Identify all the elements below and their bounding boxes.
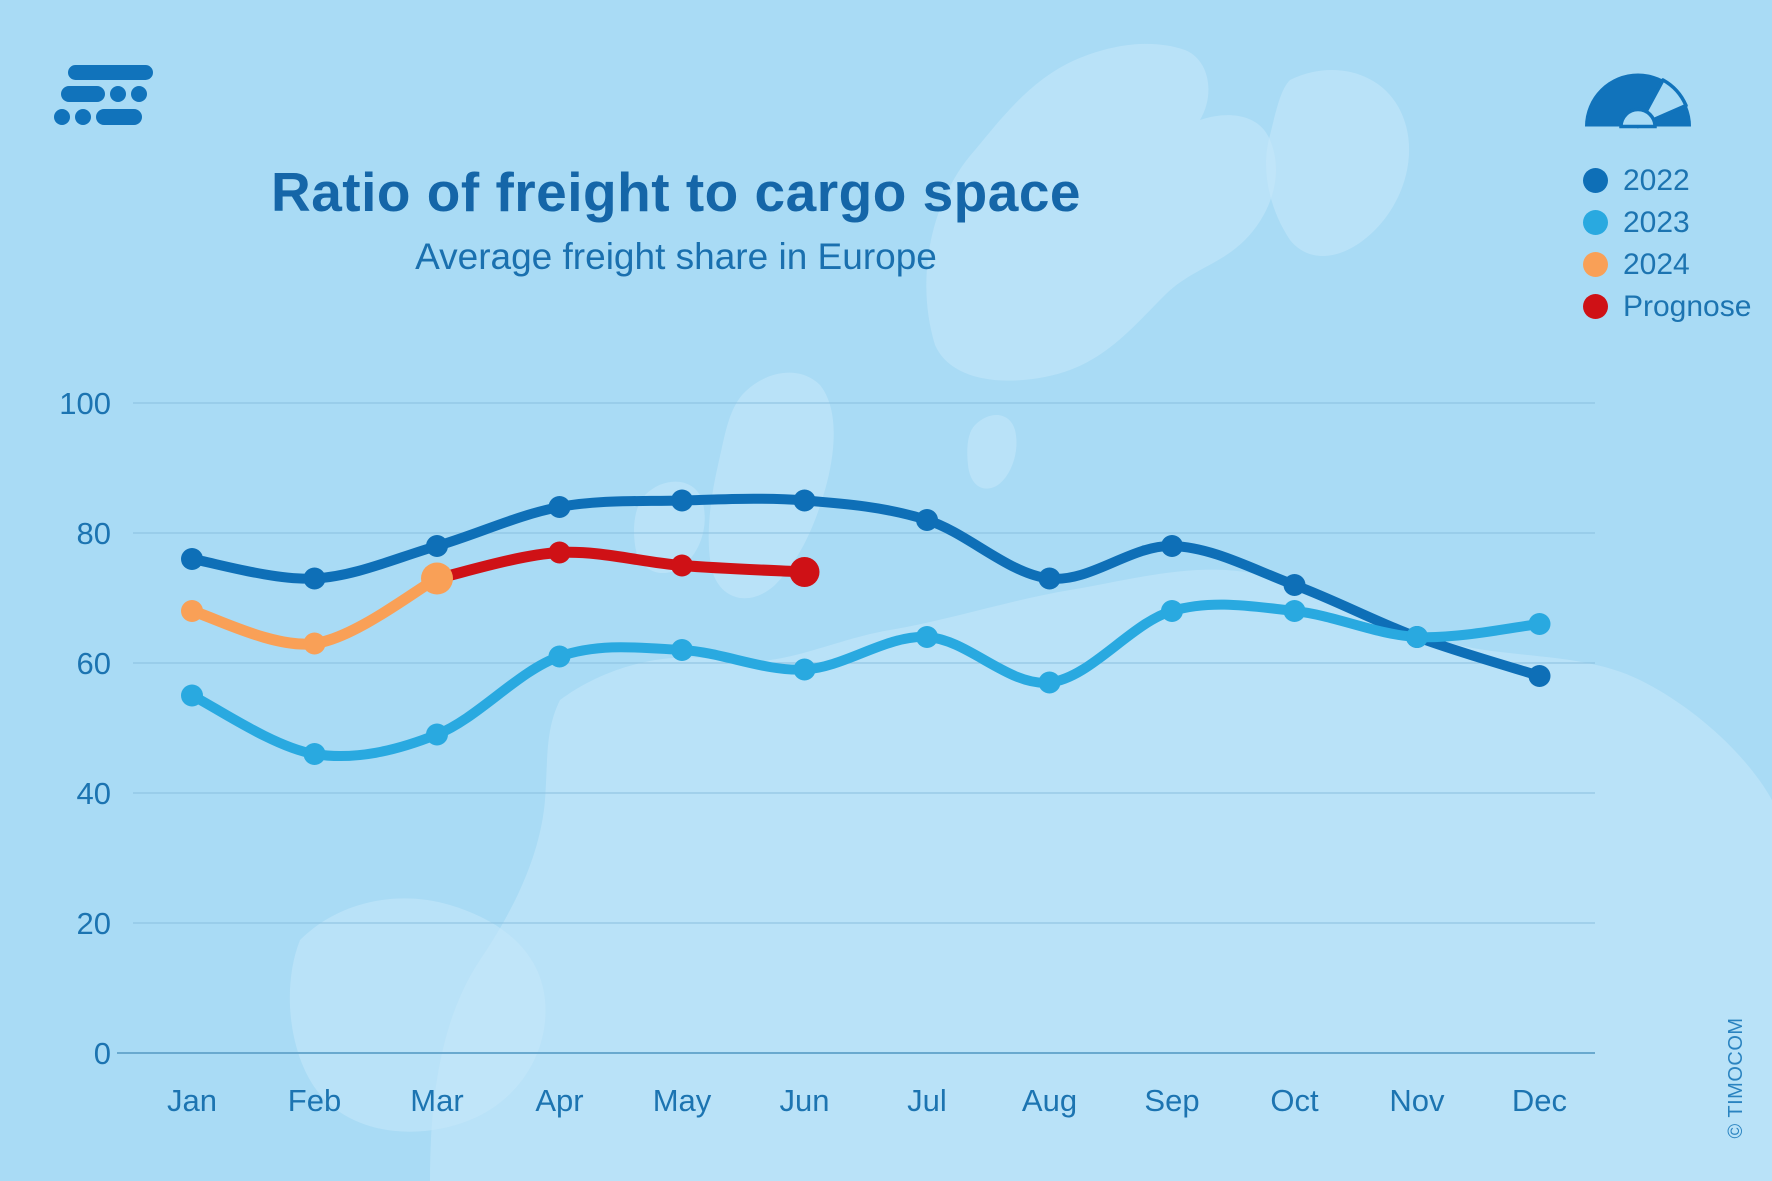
- logo-bar: [61, 86, 105, 102]
- series-2022-point: [1038, 567, 1061, 590]
- x-axis-month-label: May: [653, 1083, 712, 1118]
- legend-item-2024: 2024: [1583, 248, 1751, 281]
- series-2023-point: [1161, 600, 1183, 622]
- series-2023-point: [1406, 626, 1428, 648]
- series-2022-point: [671, 489, 693, 512]
- series-prognose-point: [671, 554, 693, 577]
- y-axis-tick-label: 100: [59, 386, 111, 421]
- legend-swatch-2024: [1583, 252, 1608, 277]
- map-scandinavia: [926, 43, 1276, 381]
- logo-dot: [131, 86, 147, 102]
- chart-subtitle: Average freight share in Europe: [415, 236, 937, 277]
- series-2022-line: [187, 493, 1545, 681]
- map-continent: [430, 569, 1772, 1181]
- series-2022-point: [793, 489, 816, 512]
- series-2022-point: [1283, 574, 1306, 596]
- legend-swatch-2023: [1583, 210, 1608, 235]
- x-axis-month-label: Dec: [1512, 1083, 1567, 1118]
- x-axis-month-label: Jul: [907, 1083, 947, 1118]
- series-prognose-line: [431, 546, 810, 584]
- y-axis-tick-label: 40: [77, 776, 111, 811]
- x-axis-month-label: Oct: [1270, 1083, 1319, 1118]
- map-denmark: [967, 414, 1017, 489]
- y-axis-tick-label: 0: [94, 1036, 111, 1071]
- series-2022-point: [426, 535, 448, 557]
- legend-swatch-2022: [1583, 168, 1608, 193]
- series-2024-point: [303, 632, 326, 655]
- legend-swatch-prognose: [1583, 294, 1608, 319]
- series-2022-point: [1528, 665, 1551, 687]
- x-axis-month-label: Apr: [535, 1083, 583, 1118]
- legend-item-prognose: Prognose: [1583, 290, 1751, 323]
- series-2022-point: [916, 509, 938, 531]
- legend-label-2024: 2024: [1623, 247, 1690, 281]
- series-2022-point: [303, 567, 326, 590]
- x-axis-month-label: Sep: [1144, 1083, 1199, 1118]
- legend-label-2023: 2023: [1623, 205, 1690, 239]
- y-axis-tick-label: 20: [77, 906, 111, 941]
- map-iberia: [289, 898, 546, 1132]
- logo-dot: [75, 109, 91, 125]
- legend-label-prognose: Prognose: [1623, 289, 1752, 323]
- x-axis-month-label: Mar: [410, 1083, 463, 1118]
- x-axis-month-label: Aug: [1022, 1083, 1077, 1118]
- series-2023-line: [187, 599, 1545, 761]
- series-2023-point: [1283, 600, 1306, 622]
- gauge-hub: [1619, 107, 1657, 129]
- series-2023-point: [1038, 671, 1061, 694]
- x-axis-month-label: Nov: [1389, 1083, 1445, 1118]
- series-2023-point: [548, 645, 571, 668]
- legend-label-2022: 2022: [1623, 163, 1690, 197]
- x-axis-month-label: Jan: [167, 1083, 217, 1118]
- series-2023-point: [916, 626, 938, 648]
- map-britain: [708, 372, 834, 599]
- series-2023-point: [426, 723, 448, 746]
- series-2022-point: [1161, 535, 1183, 557]
- series-2024-point: [181, 600, 203, 622]
- y-axis-tick-label: 80: [77, 516, 111, 551]
- title-block: Ratio of freight to cargo space Average …: [0, 160, 1352, 278]
- legend-item-2023: 2023: [1583, 206, 1751, 239]
- series-2022-point: [548, 496, 571, 518]
- series-2022-point: [181, 548, 203, 570]
- series-2023-point: [303, 743, 326, 765]
- series-2023-point: [671, 639, 693, 661]
- x-axis-month-label: Feb: [288, 1083, 341, 1118]
- logo-bar: [96, 109, 142, 125]
- logo-dot: [110, 86, 126, 102]
- series-2024-point: [421, 562, 453, 595]
- timocom-logo: [54, 62, 164, 126]
- legend: 2022 2023 2024 Prognose: [1583, 164, 1751, 323]
- map-finland: [1266, 70, 1410, 257]
- logo-bar: [68, 65, 153, 80]
- legend-item-2022: 2022: [1583, 164, 1751, 197]
- copyright-watermark: © TIMOCOM: [1725, 1017, 1747, 1139]
- chart-title: Ratio of freight to cargo space: [270, 161, 1082, 223]
- series-2023-point: [1528, 613, 1551, 635]
- x-axis-month-label: Jun: [780, 1083, 830, 1118]
- series-2023-point: [793, 658, 816, 681]
- series-prognose-point: [789, 557, 820, 587]
- logo-dot: [54, 109, 70, 125]
- series-2023-point: [181, 684, 203, 707]
- barometer-gauge-icon: [1585, 73, 1691, 129]
- series-prognose-point: [548, 541, 571, 564]
- y-axis-tick-label: 60: [77, 646, 111, 681]
